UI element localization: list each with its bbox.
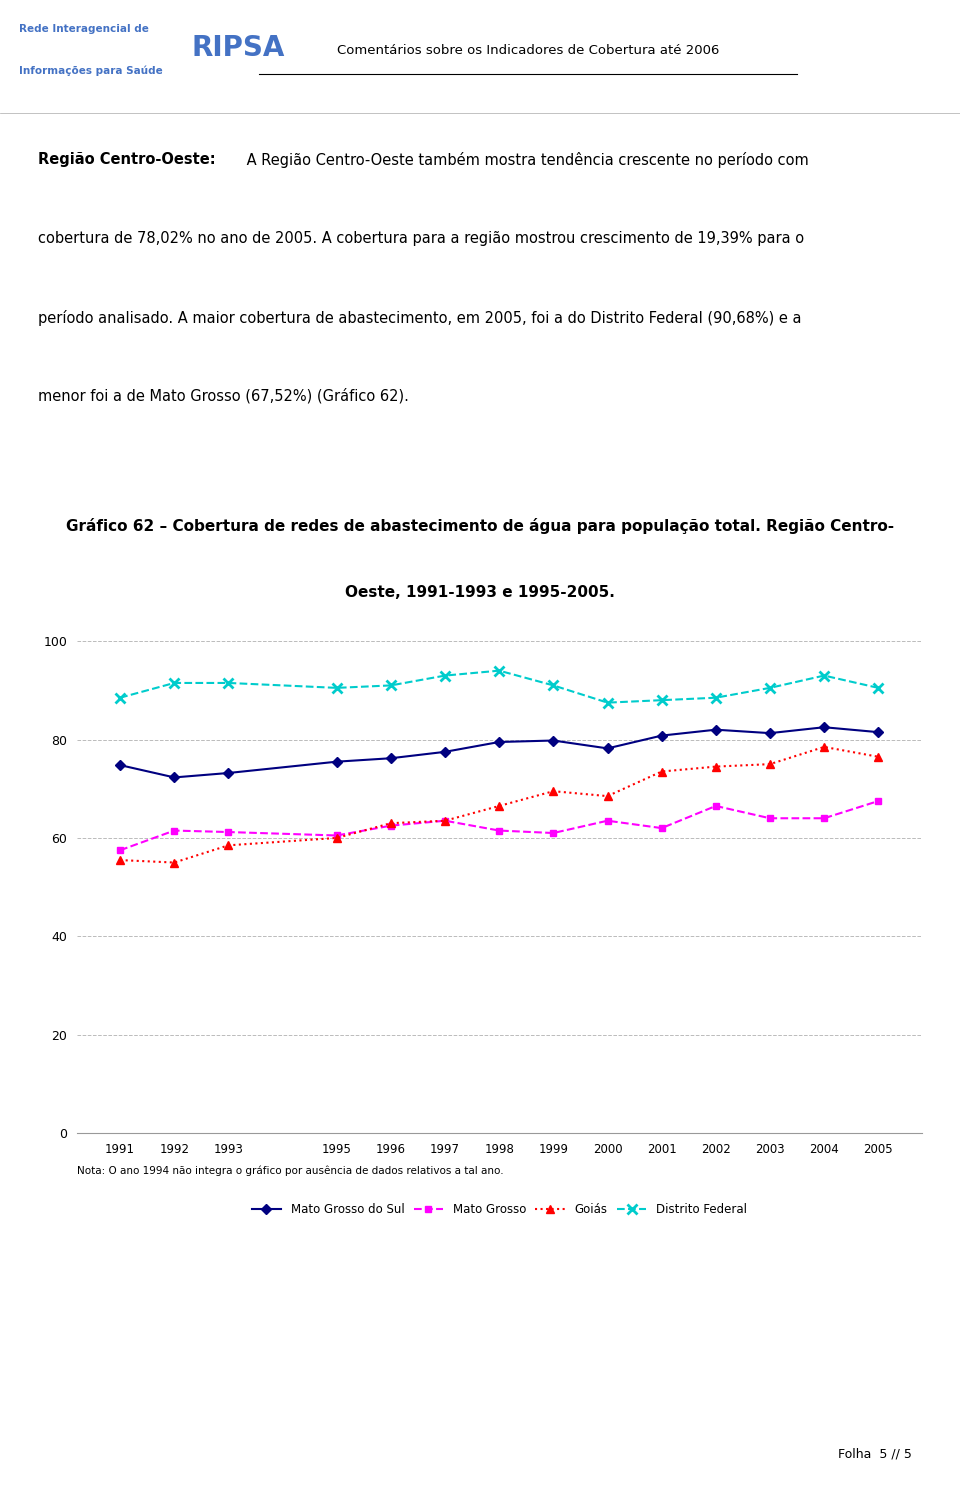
Mato Grosso [656, 819, 667, 836]
Mato Grosso do Sul [493, 734, 505, 751]
Mato Grosso [169, 822, 180, 839]
Mato Grosso [440, 811, 451, 829]
Distrito Federal [547, 677, 559, 695]
Distrito Federal [656, 692, 667, 710]
Distrito Federal [764, 678, 776, 696]
Mato Grosso do Sul [764, 725, 776, 743]
Mato Grosso do Sul [710, 720, 722, 738]
Mato Grosso do Sul [602, 740, 613, 757]
Mato Grosso [385, 817, 396, 835]
Mato Grosso do Sul [873, 723, 884, 741]
Goiás [114, 851, 126, 869]
Text: Rede Interagencial de: Rede Interagencial de [19, 24, 149, 34]
Mato Grosso [764, 810, 776, 828]
Mato Grosso [873, 792, 884, 810]
Goiás [493, 798, 505, 816]
Distrito Federal [493, 662, 505, 680]
Distrito Federal [818, 666, 829, 684]
Mato Grosso [710, 798, 722, 816]
Text: período analisado. A maior cobertura de abastecimento, em 2005, foi a do Distrit: período analisado. A maior cobertura de … [38, 310, 802, 325]
Text: menor foi a de Mato Grosso (67,52%) (Gráfico 62).: menor foi a de Mato Grosso (67,52%) (Grá… [38, 388, 409, 404]
Goiás [169, 853, 180, 871]
Goiás [223, 836, 234, 854]
Goiás [331, 829, 343, 847]
Goiás [547, 783, 559, 801]
Goiás [764, 754, 776, 772]
Line: Goiás: Goiás [116, 743, 882, 866]
Distrito Federal [385, 677, 396, 695]
Mato Grosso [493, 822, 505, 839]
Mato Grosso do Sul [656, 726, 667, 744]
Legend: Mato Grosso do Sul, Mato Grosso, Goiás, Distrito Federal: Mato Grosso do Sul, Mato Grosso, Goiás, … [247, 1199, 752, 1221]
Goiás [710, 757, 722, 775]
Text: Oeste, 1991-1993 e 1995-2005.: Oeste, 1991-1993 e 1995-2005. [345, 584, 615, 601]
Text: Informações para Saúde: Informações para Saúde [19, 66, 163, 76]
Distrito Federal [169, 674, 180, 692]
Mato Grosso do Sul [440, 743, 451, 760]
Mato Grosso do Sul [547, 732, 559, 750]
Goiás [873, 748, 884, 766]
Distrito Federal [710, 689, 722, 707]
Mato Grosso [547, 825, 559, 842]
Distrito Federal [223, 674, 234, 692]
Mato Grosso [602, 811, 613, 829]
Mato Grosso do Sul [818, 719, 829, 737]
Goiás [440, 811, 451, 829]
Goiás [656, 762, 667, 780]
Mato Grosso do Sul [114, 756, 126, 774]
Distrito Federal [873, 678, 884, 696]
Text: Folha  5 // 5: Folha 5 // 5 [838, 1448, 912, 1460]
Goiás [818, 738, 829, 756]
Goiás [385, 814, 396, 832]
Text: A Região Centro-Oeste também mostra tendência crescente no período com: A Região Centro-Oeste também mostra tend… [242, 152, 808, 168]
Mato Grosso [331, 826, 343, 844]
Line: Mato Grosso: Mato Grosso [117, 798, 881, 854]
Mato Grosso [223, 823, 234, 841]
Mato Grosso [818, 810, 829, 828]
Text: Região Centro-Oeste:: Região Centro-Oeste: [38, 152, 216, 167]
Text: Gráfico 62 – Cobertura de redes de abastecimento de água para população total. R: Gráfico 62 – Cobertura de redes de abast… [66, 517, 894, 534]
Distrito Federal [602, 693, 613, 711]
Mato Grosso do Sul [331, 753, 343, 771]
Goiás [602, 787, 613, 805]
Line: Mato Grosso do Sul: Mato Grosso do Sul [117, 723, 881, 781]
Text: cobertura de 78,02% no ano de 2005. A cobertura para a região mostrou cresciment: cobertura de 78,02% no ano de 2005. A co… [38, 231, 804, 246]
Mato Grosso do Sul [169, 768, 180, 786]
Mato Grosso do Sul [385, 750, 396, 768]
Distrito Federal [440, 666, 451, 684]
Distrito Federal [114, 689, 126, 707]
Mato Grosso do Sul [223, 763, 234, 781]
Distrito Federal [331, 678, 343, 696]
Text: Nota: O ano 1994 não integra o gráfico por ausência de dados relativos a tal ano: Nota: O ano 1994 não integra o gráfico p… [77, 1164, 503, 1176]
Text: RIPSA: RIPSA [192, 34, 285, 61]
Text: Comentários sobre os Indicadores de Cobertura até 2006: Comentários sobre os Indicadores de Cobe… [337, 43, 719, 57]
Mato Grosso [114, 841, 126, 859]
Line: Distrito Federal: Distrito Federal [115, 666, 883, 708]
